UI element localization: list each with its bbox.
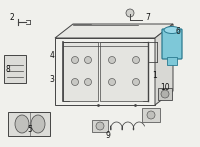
Text: 4: 4 bbox=[50, 51, 54, 60]
Circle shape bbox=[161, 90, 169, 98]
FancyBboxPatch shape bbox=[158, 88, 172, 100]
Circle shape bbox=[72, 78, 78, 86]
Polygon shape bbox=[155, 24, 173, 105]
Text: 3: 3 bbox=[50, 76, 54, 85]
Polygon shape bbox=[100, 42, 148, 101]
Text: 10: 10 bbox=[160, 83, 170, 92]
Ellipse shape bbox=[147, 111, 155, 119]
Text: 6: 6 bbox=[176, 27, 180, 36]
Text: 2: 2 bbox=[10, 14, 14, 22]
Circle shape bbox=[126, 9, 134, 17]
Polygon shape bbox=[63, 42, 98, 101]
Ellipse shape bbox=[31, 115, 45, 133]
FancyBboxPatch shape bbox=[92, 120, 108, 132]
Circle shape bbox=[72, 56, 78, 64]
Ellipse shape bbox=[96, 122, 104, 130]
FancyBboxPatch shape bbox=[8, 112, 50, 136]
Circle shape bbox=[132, 78, 140, 86]
FancyBboxPatch shape bbox=[4, 55, 26, 83]
Circle shape bbox=[108, 78, 116, 86]
Text: 7: 7 bbox=[146, 14, 150, 22]
Circle shape bbox=[108, 56, 116, 64]
FancyBboxPatch shape bbox=[167, 57, 177, 65]
Circle shape bbox=[84, 78, 92, 86]
Circle shape bbox=[132, 56, 140, 64]
Text: 1: 1 bbox=[153, 71, 157, 80]
FancyBboxPatch shape bbox=[162, 29, 182, 59]
Text: 9: 9 bbox=[106, 132, 110, 141]
Circle shape bbox=[84, 56, 92, 64]
Polygon shape bbox=[55, 24, 173, 38]
Text: 8: 8 bbox=[6, 66, 10, 75]
Text: 5: 5 bbox=[28, 126, 32, 135]
Ellipse shape bbox=[15, 115, 29, 133]
FancyBboxPatch shape bbox=[142, 108, 160, 122]
Ellipse shape bbox=[164, 26, 180, 34]
